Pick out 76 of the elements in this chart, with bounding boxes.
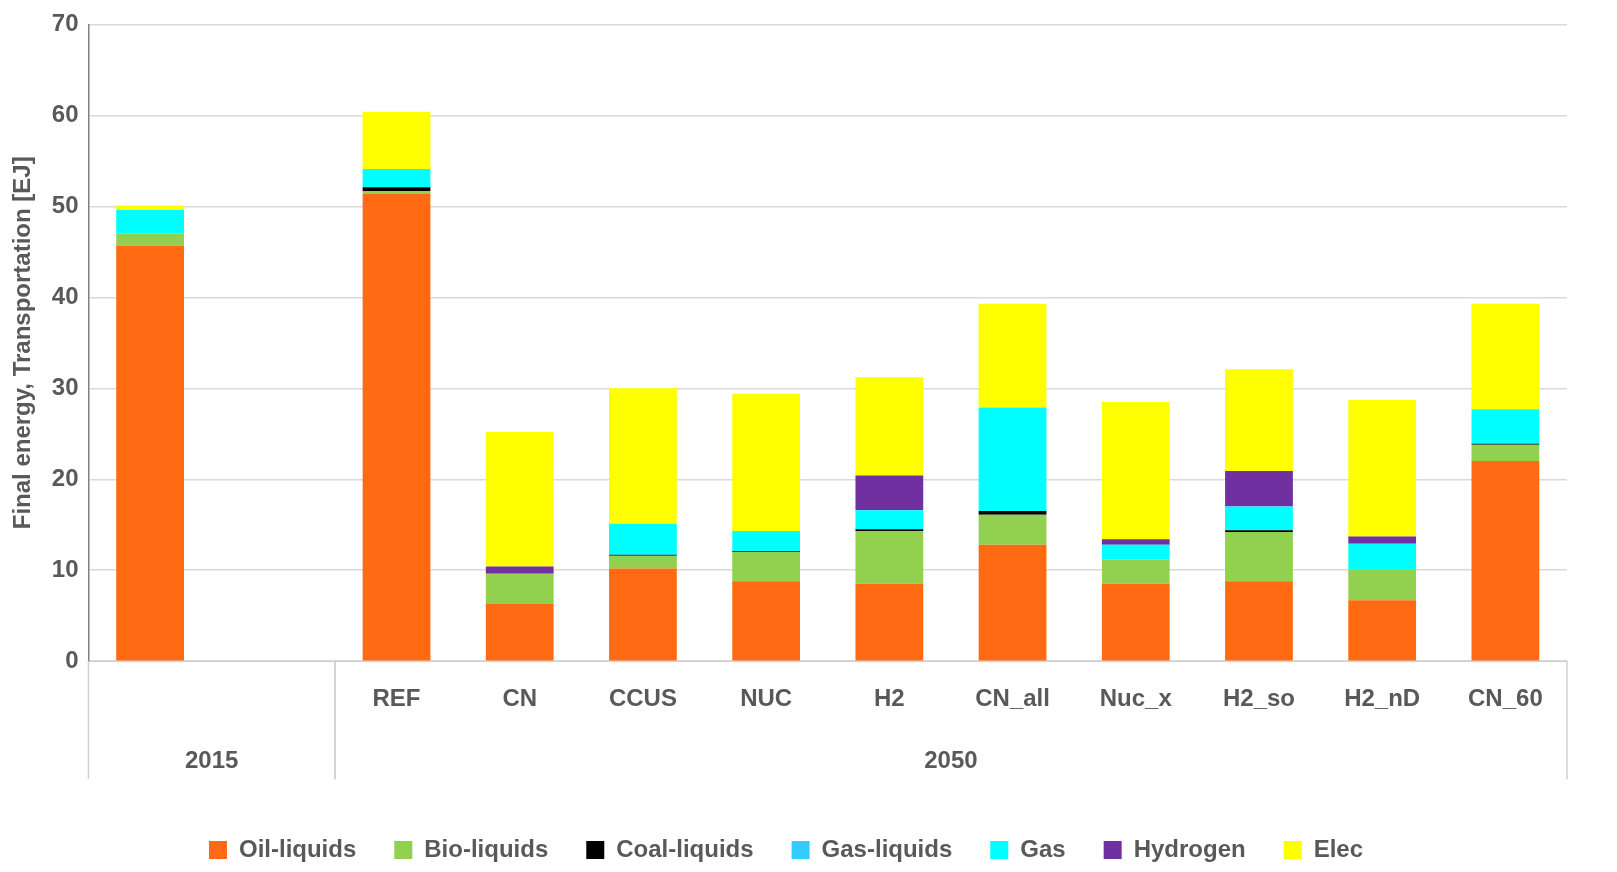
y-tick-label: 50 [51,190,79,218]
x-tick-label: H2_nD [1344,684,1421,712]
bar [732,581,801,661]
legend-label: Hydrogen [1133,834,1246,862]
bar [609,388,677,524]
bar [1225,506,1293,531]
bar [1101,559,1170,584]
legend-label: Gas [1020,834,1066,862]
legend-label: Oil-liquids [238,834,357,862]
bar [978,407,1047,512]
bar [116,205,184,210]
bar [1348,569,1417,601]
x-tick-label: CCUS [608,684,677,712]
y-tick-label: 20 [51,463,79,491]
y-tick-label: 70 [51,9,79,37]
bar [116,209,184,234]
bar [609,523,677,555]
legend-label: Elec [1313,834,1364,862]
x-tick-label: CN_all [975,684,1050,712]
bar [116,245,184,661]
bar [978,544,1047,661]
bar [609,555,677,569]
x-tick-label: H2_so [1222,684,1295,712]
y-tick-label: 60 [51,100,79,127]
bar [362,169,431,188]
bar [978,511,1047,515]
bar [855,475,924,511]
bar [1101,544,1170,560]
bar [1225,369,1293,472]
y-tick-label: 0 [65,645,79,673]
bar [855,531,924,584]
text: 2050 [924,745,978,773]
bar [609,568,677,661]
bar [1348,600,1417,661]
bar [732,552,801,582]
bar [362,193,431,661]
bar [1101,401,1170,540]
bar [1471,303,1540,410]
bar [485,573,554,604]
bar [1471,461,1540,661]
bar [1348,536,1417,544]
legend-label: Bio-liquids [424,834,549,862]
bar [1348,543,1417,570]
bar [1101,583,1170,661]
x-tick-label: REF [372,684,421,712]
bar [1225,581,1293,661]
y-axis-title: Final energy, Transportation [EJ] [8,156,36,530]
bar [485,431,554,567]
bar [978,514,1047,545]
bar [485,566,554,574]
x-tick-label: CN_60 [1468,684,1543,712]
bar [732,531,801,552]
x-tick-label: CN [502,684,538,712]
bar [1471,444,1540,462]
bar [1225,532,1293,582]
bar [362,111,431,170]
x-tick-label: NUC [740,684,793,712]
y-tick-label: 10 [51,554,79,582]
bar [855,510,924,530]
y-tick-label: 40 [51,281,79,309]
bar [855,377,924,476]
y-tick-label: 30 [51,372,79,400]
bar [485,603,554,661]
bar [1225,471,1293,507]
bar [1348,400,1417,537]
bar [1471,409,1540,444]
x-tick-label: H2 [874,684,905,712]
x-tick-label: Nuc_x [1099,684,1173,712]
legend-label: Coal-liquids [616,834,754,862]
legend-label: Gas-liquids [821,834,953,862]
text: 2015 [185,745,239,773]
bar [978,303,1047,408]
bar [855,583,924,661]
bar [116,233,184,246]
bar [732,393,801,532]
bar [1101,539,1170,545]
